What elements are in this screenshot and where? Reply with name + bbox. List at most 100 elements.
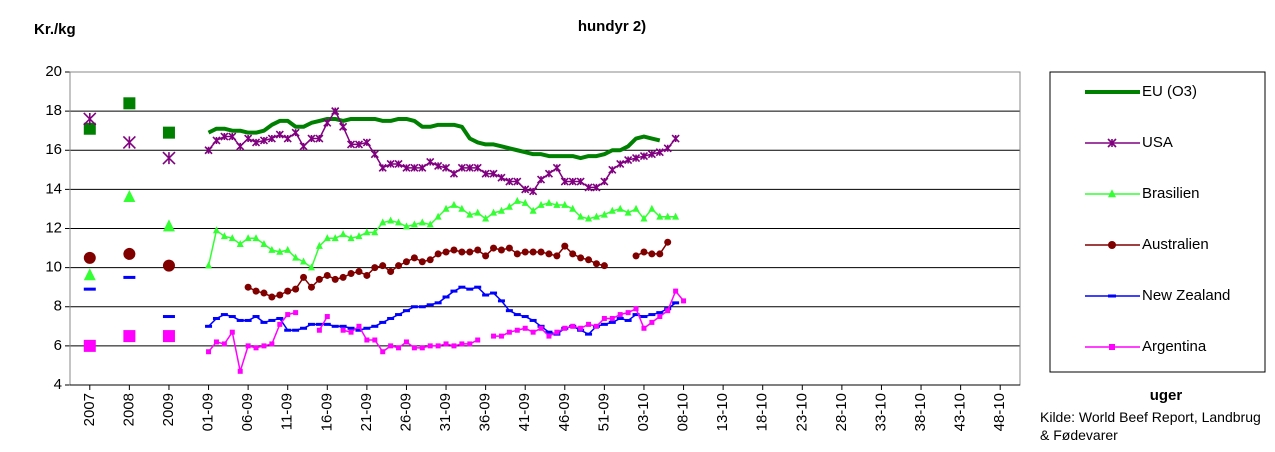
- data-point: [569, 204, 577, 212]
- data-point: [544, 169, 554, 178]
- legend-label: Argentina: [1142, 338, 1207, 355]
- data-point: [442, 295, 450, 299]
- x-axis-label: uger: [1150, 387, 1183, 404]
- data-point: [616, 159, 625, 169]
- data-point: [307, 134, 316, 143]
- data-point: [83, 339, 96, 352]
- data-point: [600, 177, 609, 186]
- data-point: [498, 333, 504, 339]
- data-point: [640, 315, 648, 319]
- data-point: [552, 163, 561, 172]
- y-tick-label: 4: [54, 376, 62, 393]
- data-point: [434, 250, 442, 258]
- data-point: [356, 323, 362, 329]
- legend-label: EU (O3): [1142, 83, 1197, 100]
- legend-label: USA: [1142, 134, 1173, 151]
- data-point: [577, 254, 585, 262]
- legend-marker: [1108, 294, 1116, 298]
- data-point: [276, 291, 284, 299]
- data-point: [553, 200, 561, 208]
- data-point: [245, 343, 251, 349]
- data-point: [465, 163, 474, 172]
- data-point: [284, 287, 292, 295]
- data-point: [665, 308, 671, 314]
- data-point: [647, 150, 656, 159]
- data-point: [237, 368, 243, 374]
- data-point: [475, 337, 481, 343]
- legend-marker: [1107, 138, 1117, 148]
- data-point: [260, 289, 268, 297]
- data-point: [284, 328, 292, 332]
- data-point: [640, 214, 648, 222]
- data-point: [592, 260, 600, 268]
- data-point: [292, 285, 300, 293]
- data-point: [632, 313, 640, 317]
- data-point: [410, 220, 418, 228]
- data-point: [458, 204, 466, 212]
- x-tick-label: 46-09: [556, 393, 573, 431]
- data-point: [275, 130, 284, 139]
- data-point: [641, 325, 647, 331]
- data-point: [252, 234, 260, 242]
- data-point: [426, 303, 434, 307]
- data-point: [236, 318, 244, 322]
- data-point: [372, 337, 378, 343]
- data-point: [482, 252, 490, 260]
- data-point: [601, 315, 607, 321]
- data-point: [123, 330, 136, 343]
- data-point: [162, 151, 176, 165]
- data-point: [474, 285, 482, 289]
- data-point: [251, 138, 261, 147]
- data-point: [379, 320, 387, 324]
- data-point: [418, 218, 426, 226]
- data-point: [578, 325, 584, 331]
- data-point: [300, 257, 308, 265]
- data-point: [212, 316, 220, 320]
- data-point: [505, 177, 514, 186]
- data-point: [276, 316, 284, 320]
- data-point: [316, 327, 322, 333]
- chart-title: hundyr 2): [578, 18, 646, 35]
- x-tick-label: 2007: [81, 393, 98, 426]
- data-point: [561, 200, 569, 208]
- data-point: [576, 177, 585, 186]
- legend-marker: [1108, 189, 1116, 198]
- data-point: [315, 241, 323, 249]
- data-point: [402, 222, 410, 230]
- data-point: [354, 140, 364, 149]
- data-point: [632, 204, 640, 212]
- data-point: [426, 157, 435, 167]
- data-point: [220, 132, 229, 141]
- data-point: [331, 234, 339, 242]
- x-tick-label: 16-09: [318, 393, 335, 431]
- legend-label: New Zealand: [1142, 287, 1230, 304]
- data-point: [649, 319, 655, 325]
- data-point: [657, 314, 663, 320]
- data-point: [206, 349, 212, 355]
- data-point: [213, 339, 219, 345]
- x-tick-label: 2009: [160, 393, 177, 426]
- data-point: [434, 212, 442, 220]
- data-point: [220, 313, 228, 317]
- legend-label: Brasilien: [1142, 185, 1200, 202]
- x-tick-label: 28-10: [833, 393, 850, 431]
- data-point: [443, 341, 449, 347]
- data-point: [268, 318, 276, 322]
- data-point: [293, 310, 299, 316]
- data-point: [672, 212, 680, 220]
- data-point: [442, 204, 450, 212]
- data-point: [624, 318, 632, 322]
- data-point: [608, 165, 617, 174]
- data-point: [529, 187, 538, 196]
- x-tick-label: 2008: [120, 393, 137, 426]
- legend-label: Australien: [1142, 236, 1209, 253]
- data-point: [521, 198, 529, 206]
- x-tick-label: 11-09: [279, 393, 296, 430]
- data-point: [162, 259, 175, 272]
- data-point: [671, 134, 680, 143]
- data-point: [497, 299, 505, 303]
- data-point: [387, 216, 395, 224]
- data-point: [664, 238, 672, 246]
- x-tick-label: 38-10: [912, 393, 929, 431]
